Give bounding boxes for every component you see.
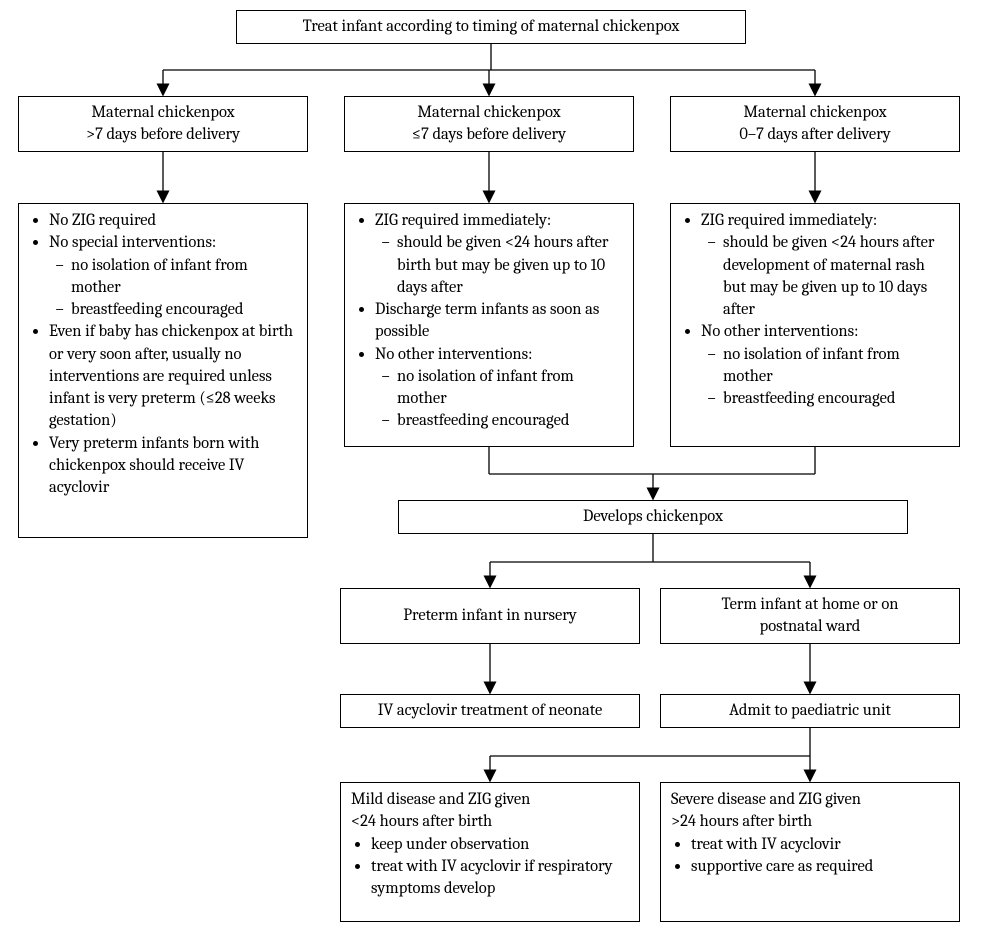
sub-bullet-item: should be given <24 hours after birth bu… (397, 232, 623, 299)
sub-bullet-item: no isolation of infant from mother (723, 344, 949, 389)
node-mild: Mild disease and ZIG given<24 hours afte… (340, 782, 640, 922)
node-bullets: treat with IV acyclovirsupportive care a… (671, 834, 949, 879)
node-branch_b: Maternal chickenpox≤7 days before delive… (344, 96, 634, 152)
flowchart-canvas: Treat infant according to timing of mate… (0, 0, 1000, 943)
node-line: Maternal chickenpox (91, 102, 234, 124)
sub-bullets: should be given <24 hours after developm… (701, 232, 949, 321)
node-line: Term infant at home or on (722, 594, 899, 616)
bullet-item: No other interventions:no isolation of i… (375, 344, 623, 433)
sub-bullet-item: no isolation of infant from mother (397, 366, 623, 411)
sub-bullets: no isolation of infant from motherbreast… (375, 366, 623, 433)
node-line: Maternal chickenpox (417, 102, 560, 124)
node-line: Preterm infant in nursery (403, 605, 577, 627)
bullet-item: Even if baby has chickenpox at birth or … (49, 321, 297, 432)
node-bullets: No ZIG requiredNo special interventions:… (29, 210, 297, 499)
sub-bullet-item: no isolation of infant from mother (71, 255, 297, 300)
node-lead-line: Mild disease and ZIG given (351, 789, 629, 811)
sub-bullet-item: breastfeeding encouraged (71, 299, 297, 321)
bullet-item: supportive care as required (691, 856, 949, 878)
sub-bullet-item: breastfeeding encouraged (397, 410, 623, 432)
node-term: Term infant at home or onpostnatal ward (660, 588, 960, 644)
node-branch_c: Maternal chickenpox0–7 days after delive… (670, 96, 960, 152)
bullet-item: keep under observation (371, 834, 629, 856)
bullet-item: No special interventions:no isolation of… (49, 232, 297, 321)
node-detail_b: ZIG required immediately:should be given… (344, 203, 634, 447)
node-bullets: ZIG required immediately:should be given… (681, 210, 949, 410)
node-lead-line: <24 hours after birth (351, 811, 629, 833)
node-detail_a: No ZIG requiredNo special interventions:… (18, 203, 308, 538)
bullet-item: No ZIG required (49, 210, 297, 232)
bullet-item: Discharge term infants as soon as possib… (375, 299, 623, 344)
node-line: >7 days before delivery (86, 124, 240, 146)
bullet-item: Very preterm infants born with chickenpo… (49, 433, 297, 500)
node-root: Treat infant according to timing of mate… (236, 10, 746, 44)
node-detail_c: ZIG required immediately:should be given… (670, 203, 960, 447)
sub-bullet-item: should be given <24 hours after developm… (723, 232, 949, 321)
bullet-item: ZIG required immediately:should be given… (701, 210, 949, 321)
bullet-item: ZIG required immediately:should be given… (375, 210, 623, 299)
sub-bullets: no isolation of infant from motherbreast… (49, 255, 297, 322)
node-lead-line: >24 hours after birth (671, 811, 949, 833)
bullet-item: No other interventions:no isolation of i… (701, 321, 949, 410)
node-develops: Develops chickenpox (398, 500, 908, 534)
node-branch_a: Maternal chickenpox>7 days before delive… (18, 96, 308, 152)
node-text: Treat infant according to timing of mate… (303, 16, 680, 38)
node-text: Admit to paediatric unit (729, 700, 891, 722)
node-admit: Admit to paediatric unit (660, 694, 960, 728)
node-iv_acy: IV acyclovir treatment of neonate (340, 694, 640, 728)
node-text: IV acyclovir treatment of neonate (378, 700, 603, 722)
bullet-item: treat with IV acyclovir if respiratory s… (371, 856, 629, 901)
node-bullets: ZIG required immediately:should be given… (355, 210, 623, 433)
sub-bullets: should be given <24 hours after birth bu… (375, 232, 623, 299)
node-line: Maternal chickenpox (743, 102, 886, 124)
sub-bullet-item: breastfeeding encouraged (723, 388, 949, 410)
node-lead-line: Severe disease and ZIG given (671, 789, 949, 811)
node-preterm: Preterm infant in nursery (340, 588, 640, 644)
node-line: 0–7 days after delivery (739, 124, 890, 146)
sub-bullets: no isolation of infant from motherbreast… (701, 344, 949, 411)
node-line: postnatal ward (760, 616, 861, 638)
node-line: ≤7 days before delivery (412, 124, 566, 146)
node-severe: Severe disease and ZIG given>24 hours af… (660, 782, 960, 922)
node-text: Develops chickenpox (583, 506, 723, 528)
node-bullets: keep under observationtreat with IV acyc… (351, 834, 629, 901)
bullet-item: treat with IV acyclovir (691, 834, 949, 856)
